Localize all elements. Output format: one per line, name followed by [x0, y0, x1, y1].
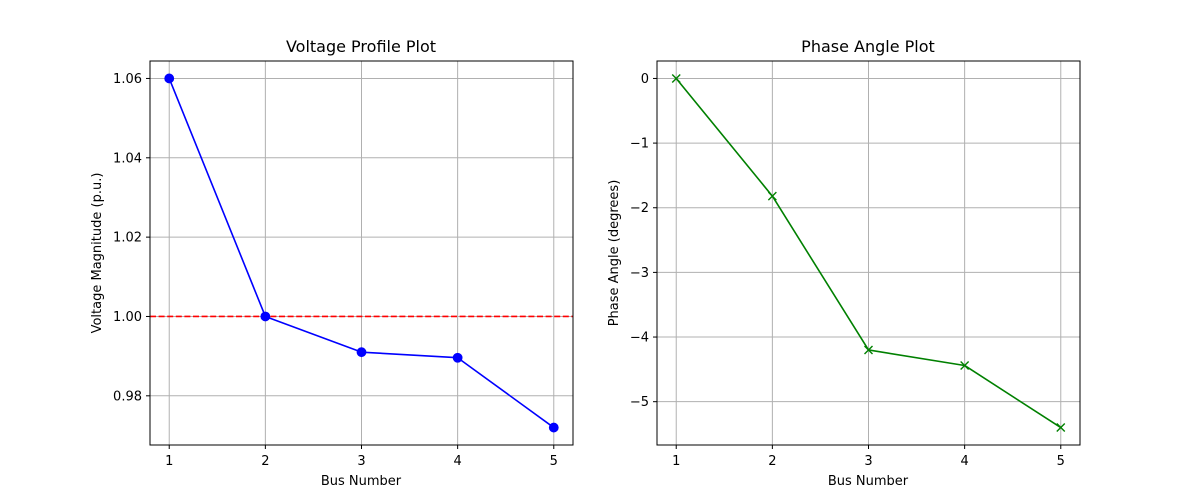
phase-marker-stroke: [1056, 423, 1066, 433]
phase-x-tick-label: 4: [960, 454, 968, 469]
voltage-x-axis-label: Bus Number: [321, 474, 402, 489]
phase-x-tick-label: 2: [768, 454, 776, 469]
voltage-data-point: [356, 347, 367, 358]
voltage-data-point: [548, 422, 559, 433]
phase-marker-stroke: [864, 345, 873, 355]
phase-x-tick-label: 1: [672, 454, 680, 469]
phase-data-point: [671, 73, 681, 83]
voltage-y-axis-label: Voltage Magnitude (p.u.): [90, 173, 105, 334]
phase-marker-stroke: [671, 73, 681, 83]
phase-y-ticks: 0 −1 −2 −3 −4 −5: [630, 72, 657, 410]
phase-y-tick-label: −1: [630, 137, 649, 152]
voltage-y-tick-label: 1.04: [113, 151, 142, 166]
phase-grid: [657, 61, 1080, 445]
voltage-series: [164, 73, 559, 433]
phase-angle-panel: Phase Angle Plot 1 2 3 4 5 0 −1 −2 −3 −4 −5 Bus N…: [607, 37, 1081, 489]
voltage-x-ticks: 1 2 3 4 5: [165, 445, 558, 469]
voltage-y-tick-label: 1.02: [113, 231, 142, 246]
phase-marker-stroke: [767, 191, 777, 201]
phase-y-tick-label: −3: [630, 266, 649, 281]
phase-y-tick-label: −5: [630, 395, 649, 410]
phase-chart-title: Phase Angle Plot: [801, 37, 935, 56]
voltage-x-tick-label: 1: [165, 454, 173, 469]
phase-data-point: [960, 360, 970, 370]
voltage-data-point: [260, 311, 271, 322]
voltage-y-tick-label: 0.98: [113, 389, 142, 404]
voltage-y-tick-label: 1.00: [113, 310, 142, 325]
phase-x-axis-label: Bus Number: [828, 474, 909, 489]
voltage-chart-title: Voltage Profile Plot: [286, 37, 436, 56]
voltage-data-point: [164, 73, 175, 84]
voltage-x-tick-label: 3: [357, 454, 365, 469]
phase-data-point: [767, 191, 777, 201]
voltage-y-ticks: 0.98 1.00 1.02 1.04 1.06: [113, 72, 150, 404]
voltage-data-point: [452, 352, 463, 363]
voltage-x-tick-label: 2: [261, 454, 269, 469]
phase-y-tick-label: −2: [630, 201, 649, 216]
voltage-x-tick-label: 4: [453, 454, 461, 469]
phase-x-tick-label: 5: [1057, 454, 1065, 469]
phase-y-axis-label: Phase Angle (degrees): [607, 180, 622, 327]
phase-y-tick-label: −4: [630, 331, 649, 346]
phase-data-point: [1056, 423, 1066, 433]
phase-marker-stroke: [960, 360, 970, 370]
voltage-x-tick-label: 5: [550, 454, 558, 469]
phase-data-point: [864, 345, 873, 355]
phase-x-tick-label: 3: [864, 454, 872, 469]
phase-y-tick-label: 0: [641, 72, 649, 87]
phase-x-ticks: 1 2 3 4 5: [672, 445, 1065, 469]
voltage-y-tick-label: 1.06: [113, 72, 142, 87]
phase-series: [671, 73, 1066, 433]
voltage-profile-panel: Voltage Profile Plot 1 2 3 4 5 0.98 1.00 1.02 1…: [90, 37, 574, 489]
voltage-grid: [150, 61, 573, 445]
